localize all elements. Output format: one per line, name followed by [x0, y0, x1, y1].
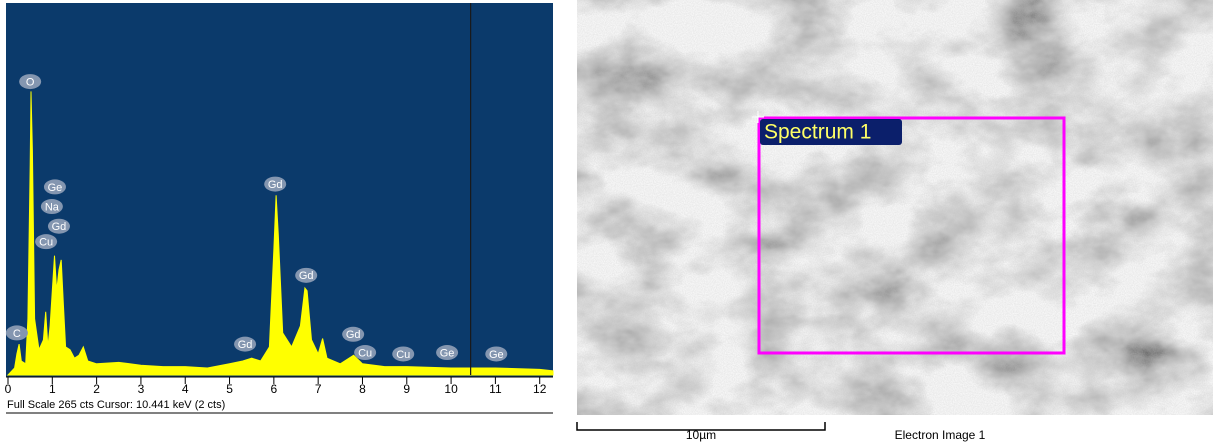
peak-label: Ge: [489, 349, 504, 361]
peak-label: Gd: [52, 221, 67, 233]
scale-bar-label: 10µm: [686, 428, 716, 442]
x-tick-label: 11: [489, 382, 502, 396]
x-tick-label: 4: [182, 382, 189, 396]
peak-label: Cu: [396, 349, 410, 361]
peak-label: Gd: [268, 179, 283, 191]
region-label: Spectrum 1: [764, 121, 871, 144]
status-text: Full Scale 265 cts Cursor: 10.441 keV (2…: [7, 399, 225, 411]
x-tick-label: 9: [403, 382, 410, 396]
peak-label: Ge: [48, 182, 63, 194]
x-tick-label: 7: [315, 382, 322, 396]
peak-label: O: [26, 77, 35, 89]
x-tick-label: 1: [49, 382, 56, 396]
x-tick-label: 6: [271, 382, 278, 396]
peak-label: Gd: [346, 329, 361, 341]
x-tick-label: 5: [226, 382, 233, 396]
x-tick-label: 0: [5, 382, 12, 396]
peak-label: Na: [45, 201, 60, 213]
peak-label: Gd: [299, 270, 314, 282]
x-tick-label: 8: [359, 382, 366, 396]
peak-label: Gd: [238, 339, 253, 351]
peak-label: C: [13, 328, 21, 340]
peak-label: Ge: [440, 347, 455, 359]
x-tick-label: 2: [93, 382, 100, 396]
x-tick-label: 10: [444, 382, 458, 396]
peak-label: Cu: [358, 347, 372, 359]
x-tick-label: 12: [533, 382, 547, 396]
figure: Spectrum 1 10µm Electron Image 1 Full Sc…: [0, 0, 1213, 443]
page: Spectrum 1 10µm Electron Image 1 Full Sc…: [0, 0, 1213, 448]
x-tick-label: 3: [138, 382, 145, 396]
peak-label: Cu: [39, 237, 53, 249]
image-caption: Electron Image 1: [895, 428, 986, 442]
